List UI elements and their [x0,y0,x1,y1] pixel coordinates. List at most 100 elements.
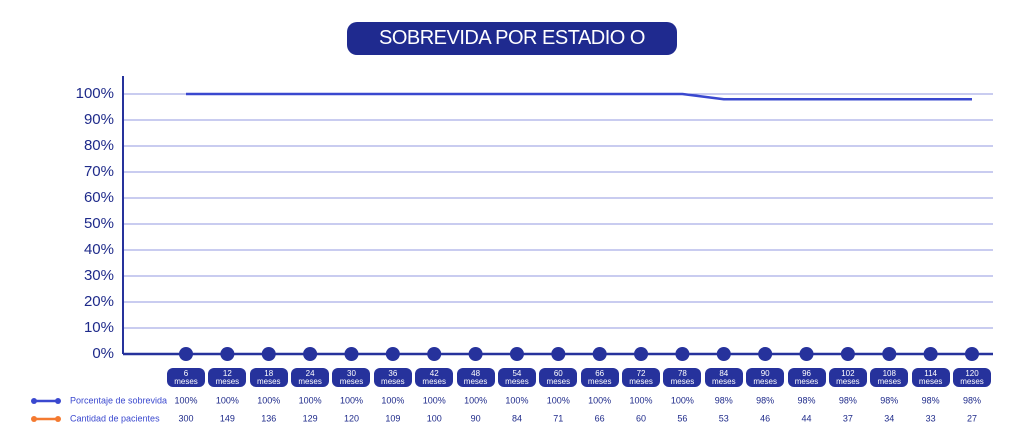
x-tick-label: 36 meses [373,368,412,387]
x-tick-label: 66 meses [580,368,619,387]
y-tick-label: 90% [84,111,114,128]
x-tick-label: 48 meses [456,368,495,387]
y-tick-label: 40% [84,241,114,258]
x-tick-label: 84 meses [704,368,743,387]
category-dot [385,347,400,361]
legend-swatch [55,416,61,422]
table-value: 100 [427,413,442,423]
table-value: 44 [802,413,812,423]
table-value: 27 [967,413,977,423]
category-dot [840,347,855,361]
table-value: 98% [880,395,898,405]
table-value: 100% [299,395,322,405]
category-dot [716,347,731,361]
category-dot [509,347,524,361]
table-value: 100% [505,395,528,405]
x-tick-label: 108 meses [870,368,909,387]
x-tick-label: 60 meses [539,368,578,387]
y-tick-label: 100% [76,85,114,102]
table-value: 100% [547,395,570,405]
table-value: 149 [220,413,235,423]
category-dot [220,347,235,361]
table-value: 66 [595,413,605,423]
table-value: 90 [471,413,481,423]
table-value: 120 [344,413,359,423]
x-tick-label: 90 meses [746,368,785,387]
legend-swatch [55,398,61,404]
table-value: 98% [922,395,940,405]
category-dot [303,347,318,361]
table-value: 56 [677,413,687,423]
line [186,92,972,101]
y-tick-label: 20% [84,293,114,310]
table-value: 100% [381,395,404,405]
category-dot [551,347,566,361]
legend-swatch [31,398,37,404]
table-value: 34 [884,413,894,423]
x-tick-label: 54 meses [497,368,536,387]
x-tick-label: 6 meses [167,368,205,387]
category-dot [179,347,193,361]
table-value: 136 [261,413,276,423]
y-tick-label: 80% [84,137,114,154]
legend-label: Porcentaje de sobrevida [70,395,167,405]
table-value: 98% [715,395,733,405]
category-dot [427,347,442,361]
table-value: 129 [303,413,318,423]
x-tick-label: 42 meses [415,368,454,387]
category-dot [592,347,607,361]
y-tick-label: 0% [92,345,114,362]
table-value: 100% [464,395,487,405]
table-value: 100% [174,395,197,405]
table-value: 100% [423,395,446,405]
category-dot [261,347,276,361]
chart-title: SOBREVIDA POR ESTADIO O [347,22,677,55]
category-dot [882,347,897,361]
table-value: 109 [385,413,400,423]
x-tick-label: 96 meses [787,368,826,387]
x-tick-label: 120 meses [953,368,991,387]
category-dot [468,347,483,361]
category-dot [965,347,979,361]
table-value: 98% [963,395,981,405]
table-value: 33 [926,413,936,423]
table-value: 46 [760,413,770,423]
x-tick-label: 78 meses [663,368,702,387]
x-tick-label: 12 meses [208,368,247,387]
legend-swatch [31,416,37,422]
x-tick-label: 18 meses [249,368,288,387]
category-dot [923,347,938,361]
category-dot [675,347,690,361]
category-dot [634,347,649,361]
x-tick-label: 102 meses [828,368,867,387]
y-tick-label: 30% [84,267,114,284]
category-dot [799,347,814,361]
table-value: 100% [257,395,280,405]
y-tick-label: 70% [84,163,114,180]
category-dot [758,347,773,361]
table-value: 53 [719,413,729,423]
legend-label: Cantidad de pacientes [70,413,160,423]
table-value: 100% [588,395,611,405]
table-value: 100% [671,395,694,405]
y-tick-label: 60% [84,189,114,206]
y-tick-label: 10% [84,319,114,336]
x-tick-label: 114 meses [911,368,950,387]
table-value: 71 [553,413,563,423]
table-value: 37 [843,413,853,423]
table-value: 100% [216,395,239,405]
table-value: 60 [636,413,646,423]
x-tick-label: 72 meses [622,368,661,387]
table-value: 98% [798,395,816,405]
category-dot [344,347,359,361]
table-value: 300 [178,413,193,423]
table-value: 100% [340,395,363,405]
y-tick-label: 50% [84,215,114,232]
x-tick-label: 30 meses [332,368,371,387]
table-value: 100% [630,395,653,405]
table-value: 98% [756,395,774,405]
x-tick-label: 24 meses [291,368,330,387]
table-value: 98% [839,395,857,405]
